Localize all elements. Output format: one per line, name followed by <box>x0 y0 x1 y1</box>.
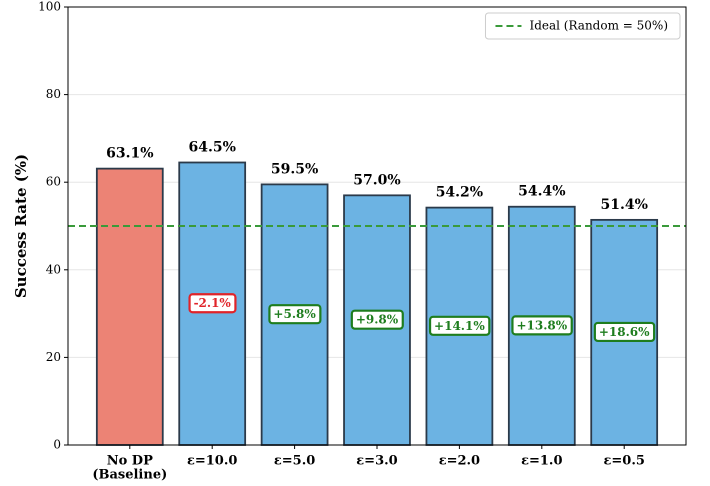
delta-box <box>268 304 322 325</box>
bar <box>95 167 164 446</box>
value-label: 51.4% <box>600 197 647 213</box>
delta-annotation: -2.1% <box>188 293 237 314</box>
delta-box <box>428 315 491 336</box>
legend-box <box>484 12 681 40</box>
delta-box <box>593 321 656 343</box>
delta-label: +5.8% <box>273 307 316 321</box>
delta-annotation: +5.8% <box>268 304 322 325</box>
value-label: 59.5% <box>271 161 318 177</box>
delta-box <box>511 315 573 336</box>
delta-label: -2.1% <box>194 296 232 310</box>
y-tick-label: 60 <box>46 175 61 189</box>
x-tick-label: No DP <box>107 454 153 469</box>
delta-annotation: +14.1% <box>428 315 491 336</box>
y-axis-label: Success Rate (%) <box>12 154 30 298</box>
x-tick-label: ε=3.0 <box>356 454 397 469</box>
legend: Ideal (Random = 50%) <box>484 12 681 40</box>
value-label: 64.5% <box>188 139 235 155</box>
delta-box <box>350 309 404 330</box>
plot-frame <box>67 6 687 446</box>
y-tick-label: 20 <box>46 350 61 364</box>
y-tick-label: 0 <box>53 438 61 452</box>
delta-label: +18.6% <box>599 325 650 339</box>
value-label: 54.2% <box>436 185 483 201</box>
x-tick-label: (Baseline) <box>92 468 167 483</box>
delta-annotation: +13.8% <box>511 315 573 336</box>
delta-label: +14.1% <box>434 319 485 333</box>
y-tick-label: 40 <box>46 262 61 276</box>
value-label: 63.1% <box>106 146 153 162</box>
x-tick-label: ε=5.0 <box>274 454 315 469</box>
delta-annotation: +18.6% <box>593 321 656 343</box>
value-label: 57.0% <box>353 172 400 188</box>
x-tick-label: ε=10.0 <box>187 454 237 469</box>
delta-annotation: +9.8% <box>350 309 404 330</box>
x-tick-label: ε=1.0 <box>521 454 562 469</box>
y-tick-label: 80 <box>46 87 61 101</box>
delta-label: +13.8% <box>516 318 567 332</box>
delta-box <box>188 293 237 314</box>
value-label: 54.4% <box>518 184 565 200</box>
x-tick-label: ε=0.5 <box>603 454 644 469</box>
legend-label: Ideal (Random = 50%) <box>529 19 668 33</box>
y-tick-label: 100 <box>38 0 61 14</box>
delta-label: +9.8% <box>356 313 399 327</box>
x-tick-label: ε=2.0 <box>439 454 480 469</box>
